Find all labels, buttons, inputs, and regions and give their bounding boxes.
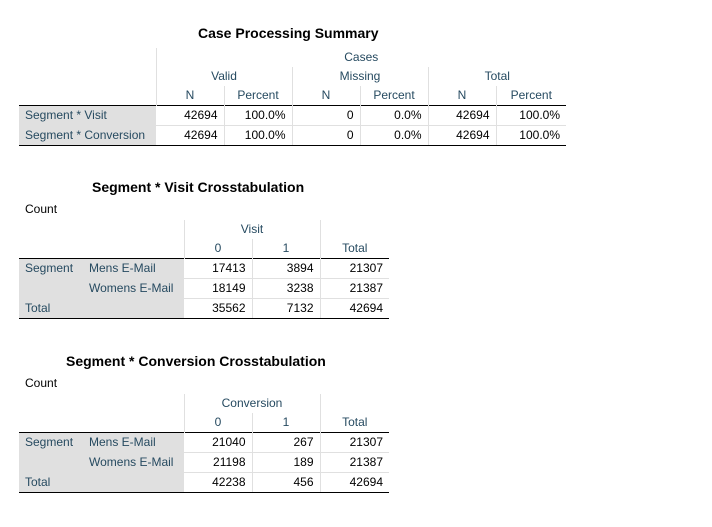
conversion-crosstab-title: Segment * Conversion Crosstabulation: [66, 353, 326, 369]
cell: 0: [291, 125, 360, 146]
visit-crosstab-title: Segment * Visit Crosstabulation: [92, 179, 305, 195]
var-header-visit: Visit: [183, 220, 320, 239]
case-summary-table: Cases Valid Missing Total N Percent N Pe…: [19, 48, 566, 146]
cell: 267: [251, 432, 320, 453]
cell: 18149: [184, 278, 252, 299]
table-row: Womens E-Mail 21198 189 21387: [19, 452, 389, 473]
cell: 42694: [156, 125, 224, 146]
cell: 100.0%: [223, 105, 292, 126]
row-var-label: Segment: [19, 258, 83, 299]
cell: 42694: [427, 105, 496, 126]
col-header: Total: [319, 239, 389, 259]
table-row: Womens E-Mail 18149 3238 21387: [19, 278, 389, 299]
cell: 21307: [319, 432, 389, 453]
col-header: 1: [251, 413, 320, 433]
row-var-label: Segment: [19, 432, 83, 473]
col-header: Percent: [223, 86, 292, 106]
col-header: 0: [183, 239, 252, 259]
col-header: N: [155, 86, 224, 106]
table-row: Segment * Visit 42694 100.0% 0 0.0% 4269…: [19, 105, 566, 126]
row-label: Segment * Conversion: [19, 125, 156, 146]
cell: 21307: [319, 258, 389, 279]
row-label: Segment * Visit: [19, 105, 156, 126]
table-row: Segment Mens E-Mail 21040 267 21307: [19, 432, 389, 473]
col-header: Percent: [359, 86, 428, 106]
cell: 0.0%: [359, 105, 428, 126]
cell: 42694: [319, 298, 389, 319]
col-header: 1: [251, 239, 320, 259]
col-header: N: [291, 86, 360, 106]
col-header: Percent: [495, 86, 566, 106]
cell: 21387: [319, 452, 389, 473]
group-header-missing: Missing: [291, 67, 428, 86]
cases-header: Cases: [155, 48, 566, 67]
cell: 21040: [184, 432, 252, 453]
cell: 42238: [184, 472, 252, 493]
case-summary-title: Case Processing Summary: [198, 25, 379, 41]
group-header-total: Total: [427, 67, 566, 86]
cell: 456: [251, 472, 320, 493]
visit-crosstab-table: Visit 0 1 Total Segment Mens E-Mail 1741…: [19, 220, 389, 319]
cell: 100.0%: [495, 125, 566, 146]
row-label: Womens E-Mail: [83, 278, 184, 299]
cell: 35562: [184, 298, 252, 319]
table-row-total: Total 42238 456 42694: [19, 472, 389, 493]
table-row: Segment * Conversion 42694 100.0% 0 0.0%…: [19, 125, 566, 146]
row-label-total: Total: [19, 472, 184, 493]
cell: 100.0%: [495, 105, 566, 126]
cell: 7132: [251, 298, 320, 319]
cell: 0.0%: [359, 125, 428, 146]
cell: 3894: [251, 258, 320, 279]
row-label: Mens E-Mail: [83, 258, 184, 279]
cell: 42694: [319, 472, 389, 493]
cell: 17413: [184, 258, 252, 279]
col-header: Total: [319, 413, 389, 433]
row-label: Mens E-Mail: [83, 432, 184, 453]
visit-count-label: Count: [25, 202, 58, 216]
cell: 0: [291, 105, 360, 126]
cell: 21198: [184, 452, 252, 473]
table-row-total: Total 35562 7132 42694: [19, 298, 389, 319]
row-label-total: Total: [19, 298, 184, 319]
table-row: Segment Mens E-Mail 17413 3894 21307: [19, 258, 389, 299]
var-header-conversion: Conversion: [183, 394, 320, 413]
cell: 21387: [319, 278, 389, 299]
col-header: 0: [183, 413, 252, 433]
cell: 3238: [251, 278, 320, 299]
row-label: Womens E-Mail: [83, 452, 184, 473]
cell: 42694: [427, 125, 496, 146]
cell: 42694: [156, 105, 224, 126]
cell: 189: [251, 452, 320, 473]
col-header: N: [427, 86, 496, 106]
group-header-valid: Valid: [155, 67, 292, 86]
conversion-count-label: Count: [25, 376, 58, 390]
conversion-crosstab-table: Conversion 0 1 Total Segment Mens E-Mail…: [19, 394, 389, 493]
cell: 100.0%: [223, 125, 292, 146]
